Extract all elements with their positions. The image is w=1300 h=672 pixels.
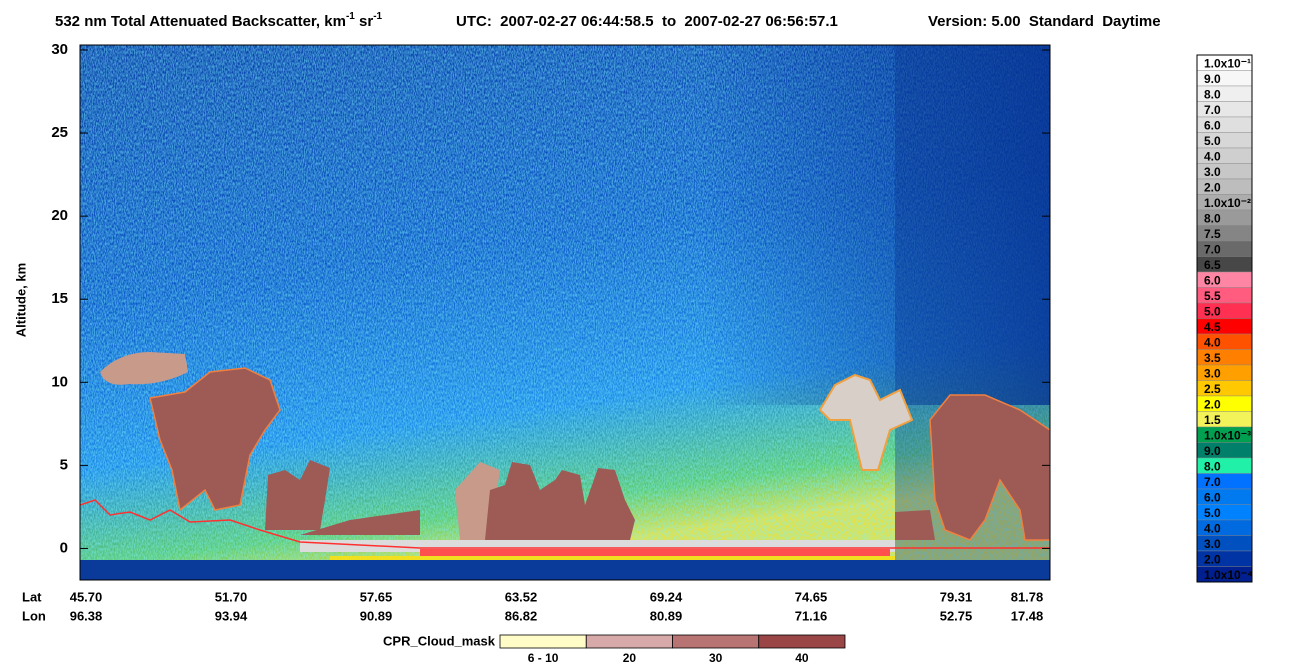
colorbar-label: 1.5 [1204,413,1221,427]
colorbar-label: 7.0 [1204,475,1221,489]
colorbar-label: 5.5 [1204,289,1221,303]
colorbar-label: 4.0 [1204,521,1221,535]
subsurface-band [80,560,1050,580]
lon-label: 17.48 [1011,608,1044,623]
cpr-legend-label: 30 [709,651,723,665]
colorbar-label: 1.0x10⁻² [1204,196,1251,210]
y-tick-label: 15 [51,290,68,307]
title-part: 532 nm Total Attenuated Backscatter, km [55,13,346,30]
cpr-legend-label: 20 [623,651,637,665]
cpr-legend-swatch [758,634,846,649]
cloud-shape [149,367,281,512]
colorbar-label: 3.0 [1204,165,1221,179]
y-tick-label: 25 [51,124,68,141]
colorbar-label: 7.5 [1204,227,1221,241]
lon-label: 52.75 [940,608,973,623]
cloud-shape [100,352,188,385]
colorbar-label: 5.0 [1204,304,1221,318]
chart-subtitle: UTC: 2007-02-27 06:44:58.5 to 2007-02-27… [456,13,838,30]
colorbar-label: 1.0x10⁻³ [1204,428,1251,442]
lat-label: 69.24 [650,589,683,604]
colorbar-label: 5.0 [1204,506,1221,520]
colorbar-label: 5.0 [1204,134,1221,148]
cloud-shape [300,510,420,535]
cpr-legend-label: 40 [795,651,809,665]
colorbar-label: 6.5 [1204,258,1221,272]
cloud-shape [895,510,935,540]
colorbar-label: 3.0 [1204,537,1221,551]
y-tick-label: 0 [60,539,68,556]
colorbar-label: 9.0 [1204,444,1221,458]
colorbar-label: 4.5 [1204,320,1221,334]
y-tick-label: 20 [51,207,68,224]
y-tick-label: 5 [60,456,68,473]
cpr-legend-label: 6 - 10 [528,651,559,665]
colorbar-label: 8.0 [1204,211,1221,225]
version-label: Version: 5.00 Standard Daytime [928,13,1161,30]
colorbar-frame [1196,54,1253,583]
cpr-legend-title: CPR_Cloud_mask [383,633,496,648]
chart-title: 532 nm Total Attenuated Backscatter, km-… [55,11,383,30]
colorbar-label: 4.0 [1204,149,1221,163]
title-part: sr [355,13,374,30]
lat-label: 74.65 [795,589,828,604]
cloud-shape [265,460,330,530]
y-tick-label: 10 [51,373,68,390]
ground-line [80,499,1050,549]
lon-label: 96.38 [70,608,103,623]
colorbar-label: 2.0 [1204,552,1221,566]
x-row-label: Lon [22,608,46,623]
colorbar-label: 6.0 [1204,490,1221,504]
lat-label: 79.31 [940,589,973,604]
lat-label: 51.70 [215,589,248,604]
cloud-shape [929,394,1050,541]
lon-label: 71.16 [795,608,828,623]
cloud-shape [818,373,914,471]
lon-label: 80.89 [650,608,683,623]
colorbar-label: 9.0 [1204,72,1221,86]
cpr-legend-swatch [499,634,587,649]
lon-label: 90.89 [360,608,393,623]
colorbar-label: 2.0 [1204,180,1221,194]
colorbar-label: 1.0x10⁻¹ [1204,56,1251,70]
y-axis-label: Altitude, km [13,263,28,337]
cpr-legend-swatch [672,634,760,649]
image-shade [700,45,1050,405]
colorbar-label: 3.0 [1204,366,1221,380]
surface-return [420,549,890,556]
cloud-shape [485,462,635,540]
y-tick-label: 30 [51,41,68,58]
colorbar-label: 6.0 [1204,118,1221,132]
lon-label: 86.82 [505,608,538,623]
colorbar-label: 8.0 [1204,459,1221,473]
lon-label: 93.94 [215,608,248,623]
backscatter-image [80,45,1050,580]
colorbar-label: 6.0 [1204,273,1221,287]
lat-label: 57.65 [360,589,393,604]
colorbar-label: 2.0 [1204,397,1221,411]
colorbar-label: 7.0 [1204,103,1221,117]
colorbar-label: 3.5 [1204,351,1221,365]
colorbar-label: 2.5 [1204,382,1221,396]
lat-label: 63.52 [505,589,538,604]
x-row-label: Lat [22,589,42,604]
lat-label: 81.78 [1011,589,1044,604]
title-exponent: -1 [373,11,382,22]
lat-label: 45.70 [70,589,103,604]
title-exponent: -1 [346,11,355,22]
colorbar-label: 4.0 [1204,335,1221,349]
colorbar-label: 8.0 [1204,87,1221,101]
colorbar-label: 1.0x10⁻⁴ [1204,568,1253,582]
colorbar-label: 7.0 [1204,242,1221,256]
cpr-legend-swatch [585,634,673,649]
plot-frame [79,44,1051,581]
